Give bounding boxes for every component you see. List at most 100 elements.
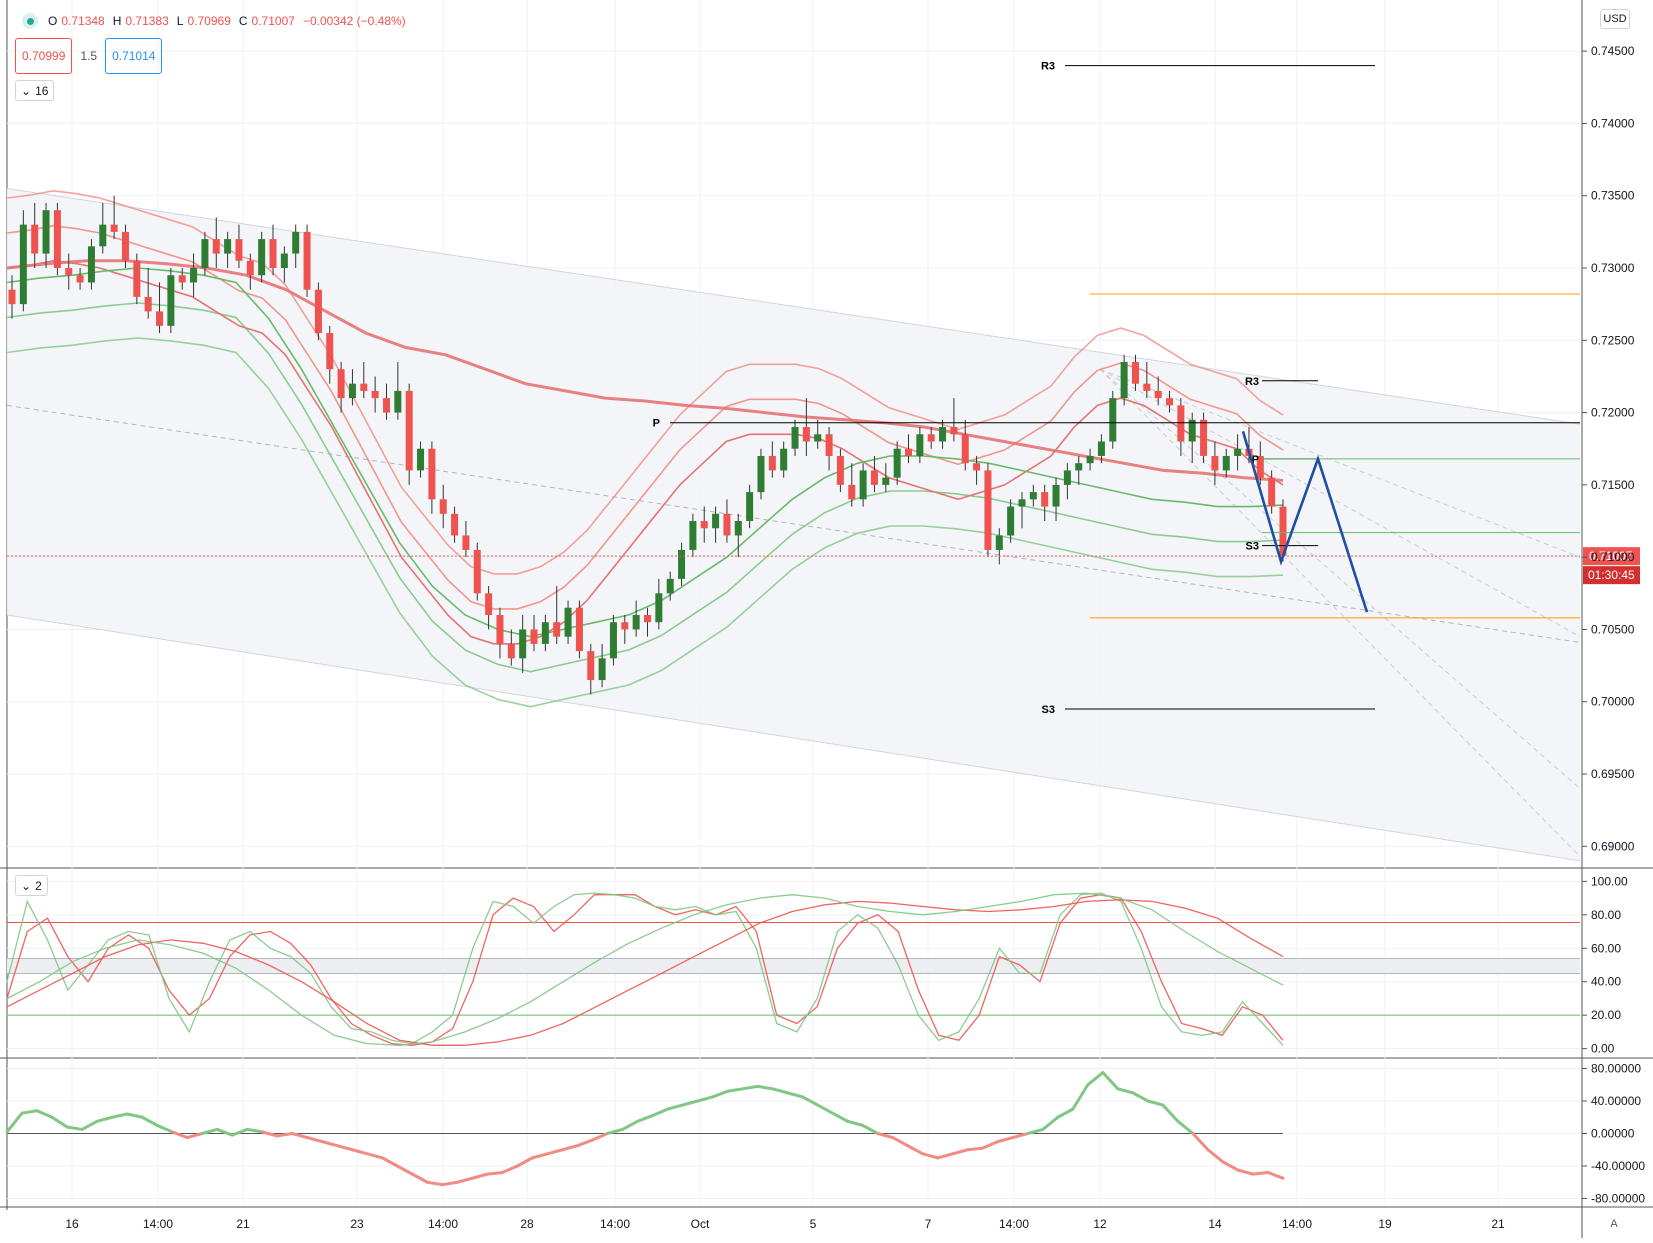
price-tick-label: 0.71000 [1591, 550, 1635, 564]
buy-button[interactable]: 0.71014 [105, 38, 163, 74]
fan-line [1099, 368, 1581, 857]
fan-line [1099, 368, 1581, 789]
oscillator-line [6, 899, 1284, 1046]
osc-tick-label: 80.00 [1591, 908, 1621, 922]
candle-down [269, 239, 277, 269]
candle-down [451, 513, 459, 536]
candle-up [1222, 455, 1230, 471]
candle-up [598, 658, 606, 681]
ohlc-legend: O 0.71348 H 0.71383 L 0.70969 C 0.71007 −0.0… [22, 10, 410, 32]
candle-up [292, 231, 300, 254]
time-tick-label: 21 [1491, 1217, 1505, 1231]
momentum-segment [230, 1127, 249, 1137]
candle-up [201, 239, 209, 269]
candle-down [1166, 398, 1174, 406]
momentum-segment [635, 1114, 655, 1123]
sell-button[interactable]: 0.70999 [15, 38, 73, 74]
momentum-segment [575, 1138, 594, 1148]
momentum-segment [1056, 1107, 1075, 1119]
price-tick-label: 0.69000 [1591, 839, 1635, 853]
momentum-tick-label: -80.00000 [1591, 1192, 1645, 1206]
candle-up [519, 629, 527, 659]
momentum-segment [816, 1103, 835, 1115]
channel-mid-line [6, 404, 1581, 643]
candle-up [42, 210, 50, 254]
candle-down [1279, 506, 1287, 556]
main-pane-indicators-toggle[interactable]: ⌄ 16 [15, 80, 55, 101]
momentum-segment [530, 1152, 549, 1160]
momentum-segment [515, 1156, 534, 1168]
momentum-segment [666, 1103, 685, 1111]
momentum-segment [440, 1180, 459, 1187]
momentum-segment [500, 1164, 519, 1174]
auto-scale-button[interactable]: A [1610, 1218, 1618, 1230]
candle-down [496, 614, 504, 644]
candle-up [224, 239, 232, 254]
candle-down [723, 513, 731, 536]
oscillator-band [7, 958, 1580, 974]
candle-up [916, 434, 924, 456]
momentum-segment [125, 1112, 144, 1119]
candle-down [870, 470, 878, 485]
candle-up [609, 622, 617, 659]
candle-up [632, 614, 640, 630]
price-tick-label: 0.74000 [1591, 116, 1635, 130]
time-tick-label: 12 [1093, 1217, 1107, 1231]
candle-up [712, 513, 720, 529]
momentum-segment [185, 1132, 204, 1140]
pivot-label: P [653, 418, 660, 430]
price-tick-label: 0.72000 [1591, 406, 1635, 420]
momentum-segment [110, 1112, 129, 1119]
candle-down [178, 275, 186, 283]
close-value: 0.71007 [251, 14, 295, 28]
market-status-icon[interactable] [22, 13, 38, 29]
momentum-segment [1041, 1115, 1060, 1131]
momentum-segment [305, 1136, 324, 1144]
candle-up [19, 224, 27, 305]
momentum-segment [861, 1123, 880, 1135]
momentum-segment [545, 1148, 564, 1156]
momentum-segment [1161, 1103, 1180, 1123]
currency-button[interactable]: USD [1600, 9, 1630, 29]
momentum-segment [425, 1180, 444, 1187]
candle-up [689, 521, 697, 550]
candle-down [927, 434, 935, 442]
momentum-segment [936, 1152, 955, 1160]
candle-up [280, 253, 288, 269]
momentum-segment [1101, 1071, 1120, 1091]
momentum-segment [1251, 1171, 1270, 1176]
candle-down [65, 268, 73, 276]
candle-down [405, 390, 413, 471]
candle-up [1063, 470, 1071, 485]
candle-up [757, 455, 765, 493]
candle-down [133, 260, 141, 297]
candle-down [1256, 455, 1264, 478]
candle-up [190, 268, 198, 283]
momentum-segment [455, 1176, 474, 1184]
momentum-segment [1221, 1160, 1240, 1172]
candle-up [1029, 492, 1037, 500]
osc-tick-label: 20.00 [1591, 1008, 1621, 1022]
momentum-segment [651, 1107, 670, 1118]
oscillator-line [6, 894, 1284, 1046]
osc-tick-label: 60.00 [1591, 941, 1621, 955]
momentum-segment [320, 1140, 339, 1148]
change-value: −0.00342 (−0.48%) [302, 14, 406, 28]
oscillator-pane-toggle[interactable]: ⌄ 2 [15, 875, 48, 896]
candle-up [666, 578, 674, 594]
candle-down [1177, 405, 1185, 442]
momentum-segment [756, 1084, 775, 1091]
high-value: 0.71383 [125, 14, 169, 28]
candle-down [575, 607, 583, 652]
candle-down [1268, 477, 1276, 507]
candle-up [814, 434, 822, 442]
candle-up [417, 448, 425, 471]
channel-upper-line [6, 187, 1581, 425]
candle-down [326, 333, 334, 370]
momentum-segment [485, 1171, 504, 1176]
candle-down [825, 434, 833, 456]
lower-band [6, 337, 1284, 708]
momentum-segment [560, 1144, 579, 1152]
